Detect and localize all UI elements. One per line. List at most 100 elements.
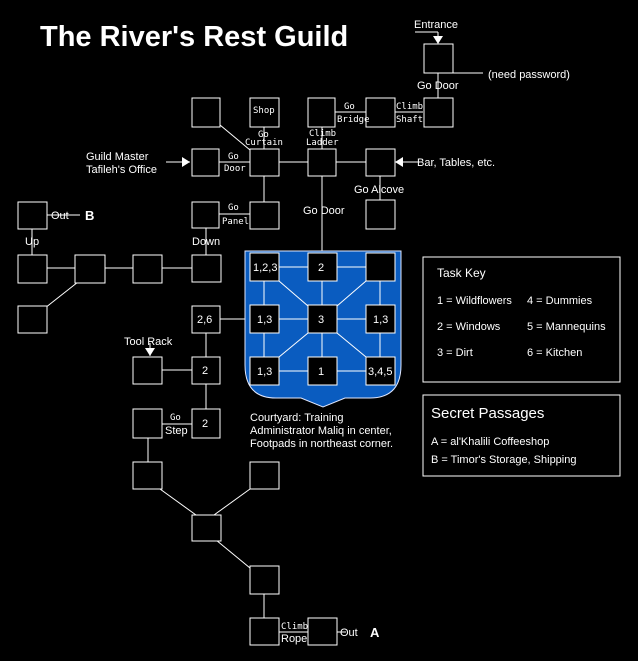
court-room-nw: [249, 252, 280, 282]
label-out-b: Out: [51, 210, 69, 222]
room-tree-center: [191, 514, 222, 542]
room-entrance: [423, 43, 454, 74]
room-climb-shaft: [365, 97, 396, 128]
room-left-3: [132, 254, 163, 284]
room-left-lower: [17, 305, 48, 334]
bar-arrow-icon: [395, 157, 403, 167]
map-labels: Entrance Go Door (need password) Shop Go…: [25, 19, 570, 645]
court-room-center: [307, 304, 338, 334]
label-go-bridge-2: Bridge: [337, 115, 370, 125]
label-go-door-mid-1: Go: [228, 152, 239, 162]
room-climb-shaft-top: [423, 97, 454, 128]
secret-passages-box: [422, 394, 621, 477]
court-room-se-label: 3,4,5: [368, 366, 392, 378]
map-title: The River's Rest Guild: [40, 21, 348, 53]
room-below-curtain: [249, 201, 280, 230]
label-guild-master-2: Tafileh's Office: [86, 164, 157, 176]
task-key-item-6: 6 = Kitchen: [527, 347, 582, 359]
task-key-heading: Task Key: [437, 266, 486, 280]
secret-passage-b: B = Timor's Storage, Shipping: [431, 454, 576, 466]
label-entrance: Entrance: [414, 19, 458, 31]
room-26: [191, 305, 221, 334]
label-guild-master-1: Guild Master: [86, 151, 149, 163]
room-alcove: [365, 199, 396, 230]
room-up: [17, 254, 48, 284]
label-climb-ladder-2: Ladder: [306, 138, 339, 148]
room-out-b: [17, 201, 48, 230]
entrance-arrow-icon: [433, 36, 443, 44]
label-go-bridge-1: Go: [344, 102, 355, 112]
task-key-box: [422, 256, 621, 383]
room-shop: [249, 97, 280, 128]
label-climb-ladder-1: Climb: [309, 129, 336, 139]
room-2b: [191, 408, 221, 439]
label-go-step-2: Step: [165, 425, 188, 437]
courtyard-rooms: [249, 252, 396, 386]
court-room-n: [307, 252, 338, 282]
label-go-panel-1: Go: [228, 203, 239, 213]
room-bar: [365, 148, 396, 177]
label-go-door-mid-2: Door: [224, 164, 246, 174]
room-top-left: [191, 97, 221, 128]
court-room-w-label: 1,3: [257, 314, 272, 326]
court-room-s: [307, 356, 338, 386]
label-go-panel-2: Panel: [222, 217, 249, 227]
room-tree-right: [249, 461, 280, 490]
task-key-item-2: 2 = Windows: [437, 321, 501, 333]
room-rope: [249, 617, 280, 646]
room-ladder: [307, 148, 337, 177]
label-climb-rope-2: Rope: [281, 633, 307, 645]
room-out-a: [307, 617, 338, 646]
room-2a: [191, 356, 221, 385]
label-go-door-court: Go Door: [303, 205, 345, 217]
room-center-top: [249, 148, 280, 177]
court-room-ne: [365, 252, 396, 282]
court-room-se: [365, 356, 396, 386]
label-climb-rope-1: Climb: [281, 622, 308, 632]
room-26-label: 2,6: [197, 314, 212, 326]
label-bar: Bar, Tables, etc.: [417, 157, 495, 169]
office-arrow-icon: [182, 157, 190, 167]
label-courtyard-2: Administrator Maliq in center,: [250, 425, 392, 437]
court-room-sw: [249, 356, 280, 386]
task-key-item-3: 3 = Dirt: [437, 347, 473, 359]
map-connections: [31, 31, 483, 633]
room-tool-rack: [132, 356, 163, 385]
label-a-letter: A: [370, 625, 380, 640]
label-go-door-top: Go Door: [417, 80, 459, 92]
court-room-n-label: 2: [318, 262, 324, 274]
room-tree-left: [132, 461, 163, 490]
secret-passages-heading: Secret Passages: [431, 405, 544, 422]
label-shop: Shop: [253, 106, 275, 116]
room-panel: [191, 201, 220, 229]
room-left-2: [74, 254, 106, 284]
label-climb-shaft-2: Shaft: [396, 115, 423, 125]
court-room-nw-label: 1,2,3: [253, 262, 277, 274]
room-step: [132, 408, 163, 439]
label-out-a: Out: [340, 627, 358, 639]
label-courtyard-1: Courtyard: Training: [250, 412, 344, 424]
label-go-step-1: Go: [170, 413, 181, 423]
secret-passage-a: A = al'Khalili Coffeeshop: [431, 436, 549, 448]
task-key-item-1: 1 = Wildflowers: [437, 295, 512, 307]
room-office: [191, 148, 220, 177]
court-room-e-label: 1,3: [373, 314, 388, 326]
label-go-curtain-1: Go: [258, 130, 269, 140]
room-bridge: [307, 97, 336, 128]
label-climb-shaft-1: Climb: [396, 102, 423, 112]
court-room-w: [249, 304, 280, 334]
room-down: [191, 254, 222, 283]
label-need-password: (need password): [488, 69, 570, 81]
label-go-alcove: Go Alcove: [354, 184, 404, 196]
room-2a-label: 2: [202, 365, 208, 377]
rooms: [17, 43, 454, 646]
label-down: Down: [192, 236, 220, 248]
court-room-sw-label: 1,3: [257, 366, 272, 378]
task-key-item-5: 5 = Mannequins: [527, 321, 606, 333]
court-room-e: [365, 304, 396, 334]
label-go-curtain-2: Curtain: [245, 138, 283, 148]
room-2b-label: 2: [202, 418, 208, 430]
courtyard-connections: [263, 266, 381, 372]
tool-rack-arrow-icon: [145, 348, 155, 356]
court-room-s-label: 1: [318, 366, 324, 378]
